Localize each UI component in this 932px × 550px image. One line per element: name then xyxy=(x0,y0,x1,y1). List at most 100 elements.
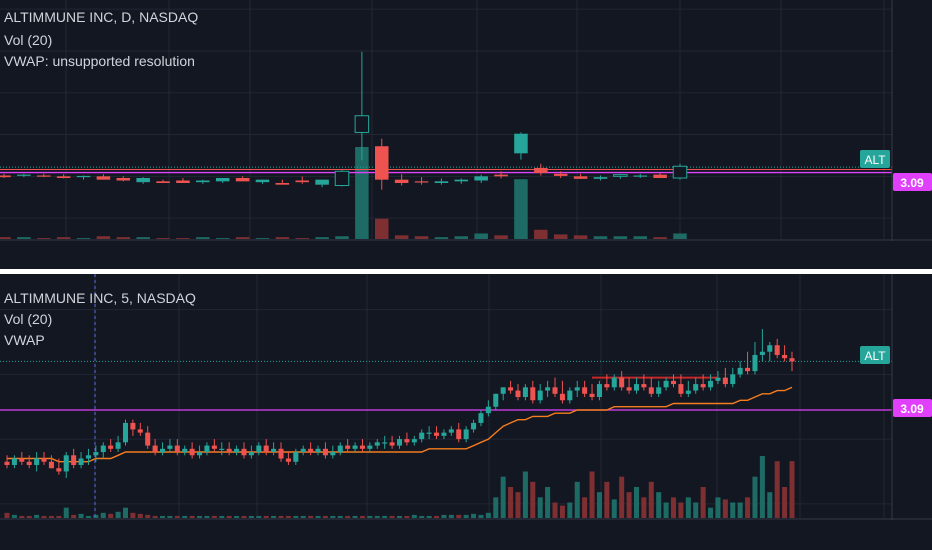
bottom-volume-bar xyxy=(78,513,84,518)
bottom-candle-body xyxy=(493,393,499,407)
bottom-volume-bar xyxy=(108,513,114,518)
bottom-volume-bar xyxy=(559,505,565,518)
bottom-candle-body xyxy=(374,442,380,446)
daily-volume-bars xyxy=(0,147,687,239)
bottom-volume-bar xyxy=(308,515,314,518)
intraday-legend: ALTIMMUNE INC, 5, NASDAQ Vol (20) VWAP xyxy=(4,290,196,348)
bottom-volume-bar xyxy=(530,481,536,518)
top-volume-bar xyxy=(56,237,71,239)
bottom-volume-bar xyxy=(426,515,432,518)
bottom-candle-body xyxy=(34,458,40,465)
bottom-candle-body xyxy=(389,442,395,446)
bottom-volume-bar xyxy=(700,487,706,518)
top-volume-bar xyxy=(116,237,131,239)
daily-legend: ALTIMMUNE INC, D, NASDAQ Vol (20) VWAP: … xyxy=(4,9,198,69)
bottom-candle-body xyxy=(463,429,469,440)
top-candle-body xyxy=(275,183,290,185)
bottom-volume-bar xyxy=(752,476,758,518)
top-candle-body xyxy=(553,173,568,176)
bottom-volume-bar xyxy=(182,515,188,518)
bottom-volume-bar xyxy=(663,502,669,518)
bottom-volume-bar xyxy=(419,515,425,518)
bottom-candle-body xyxy=(211,445,217,449)
bottom-volume-bar xyxy=(174,515,180,518)
daily-legend-vwap[interactable]: VWAP: unsupported resolution xyxy=(4,53,195,69)
bottom-volume-bar xyxy=(693,502,699,518)
bottom-candle-body xyxy=(582,387,588,394)
intraday-ticker-badge-label: ALT xyxy=(864,349,886,363)
bottom-volume-bar xyxy=(604,481,610,518)
bottom-volume-bar xyxy=(722,499,728,518)
bottom-volume-bar xyxy=(234,515,240,518)
intraday-chart-panel[interactable]: ALTIMMUNE INC, 5, NASDAQ Vol (20) VWAP A… xyxy=(0,274,932,550)
bottom-candle-body xyxy=(589,393,595,398)
top-candle-body xyxy=(96,176,111,180)
bottom-candle-body xyxy=(396,439,403,446)
intraday-legend-vol[interactable]: Vol (20) xyxy=(4,311,52,327)
bottom-volume-bar xyxy=(271,515,277,518)
bottom-volume-bar xyxy=(485,512,491,518)
daily-legend-title[interactable]: ALTIMMUNE INC, D, NASDAQ xyxy=(4,9,198,25)
bottom-volume-bar xyxy=(26,515,32,518)
daily-chart-panel[interactable]: ALTIMMUNE INC, D, NASDAQ Vol (20) VWAP: … xyxy=(0,0,932,269)
top-candle-body xyxy=(17,174,31,176)
bottom-candle-body xyxy=(656,387,662,394)
top-candle-body xyxy=(215,177,230,182)
top-volume-bar xyxy=(593,236,608,239)
top-volume-bar xyxy=(315,237,329,239)
top-candle-body xyxy=(494,174,508,177)
daily-legend-vol[interactable]: Vol (20) xyxy=(4,32,52,48)
bottom-candle-body xyxy=(530,387,536,401)
bottom-volume-bar xyxy=(160,515,166,518)
bottom-volume-bar xyxy=(337,515,343,518)
bottom-volume-bar xyxy=(774,461,780,518)
bottom-candle-body xyxy=(56,468,62,472)
daily-ticker-badge-label: ALT xyxy=(864,153,886,167)
bottom-volume-bar xyxy=(93,514,99,518)
bottom-volume-bar xyxy=(219,515,225,518)
bottom-candle-body xyxy=(426,432,432,434)
bottom-volume-bar xyxy=(63,507,69,518)
top-volume-bar xyxy=(434,237,449,239)
bottom-volume-bar xyxy=(293,515,299,518)
bottom-volume-bar xyxy=(463,514,469,518)
bottom-candle-body xyxy=(648,387,654,394)
bottom-candle-body xyxy=(471,422,477,430)
bottom-candle-body xyxy=(693,384,699,391)
bottom-volume-bar xyxy=(500,476,506,518)
top-candle-body xyxy=(0,175,11,178)
panel-separator[interactable] xyxy=(0,269,932,274)
bottom-volume-bar xyxy=(256,515,262,518)
bottom-volume-bar xyxy=(633,487,639,518)
bottom-volume-bar xyxy=(456,514,462,518)
bottom-candle-body xyxy=(737,367,743,375)
bottom-candle-body xyxy=(278,448,284,459)
bottom-candle-body xyxy=(234,448,240,453)
bottom-candle-body xyxy=(130,422,136,430)
bottom-volume-bar xyxy=(122,507,129,518)
bottom-volume-bar xyxy=(100,512,106,518)
bottom-volume-bar xyxy=(789,461,795,518)
bottom-volume-bar xyxy=(545,487,551,518)
bottom-candle-body xyxy=(293,452,299,462)
top-volume-bar xyxy=(156,238,170,239)
bottom-volume-bar xyxy=(278,515,284,518)
top-candle-body xyxy=(255,179,270,183)
bottom-volume-bar xyxy=(656,492,662,518)
bottom-volume-bar xyxy=(345,515,351,518)
top-candle-body xyxy=(76,175,91,178)
bottom-candle-body xyxy=(41,458,47,462)
bottom-volume-bar xyxy=(619,476,625,518)
bottom-candle-body xyxy=(152,445,158,453)
intraday-legend-title[interactable]: ALTIMMUNE INC, 5, NASDAQ xyxy=(4,290,196,306)
intraday-chart-grid xyxy=(0,274,932,520)
bottom-candle-body xyxy=(411,439,417,443)
bottom-candle-body xyxy=(315,448,321,453)
bottom-candle-body xyxy=(774,345,780,355)
bottom-volume-bar xyxy=(493,497,499,518)
bottom-volume-bar xyxy=(411,514,417,518)
bottom-volume-bar xyxy=(708,507,714,518)
bottom-volume-bar xyxy=(515,492,521,518)
intraday-legend-vwap[interactable]: VWAP xyxy=(4,332,45,348)
